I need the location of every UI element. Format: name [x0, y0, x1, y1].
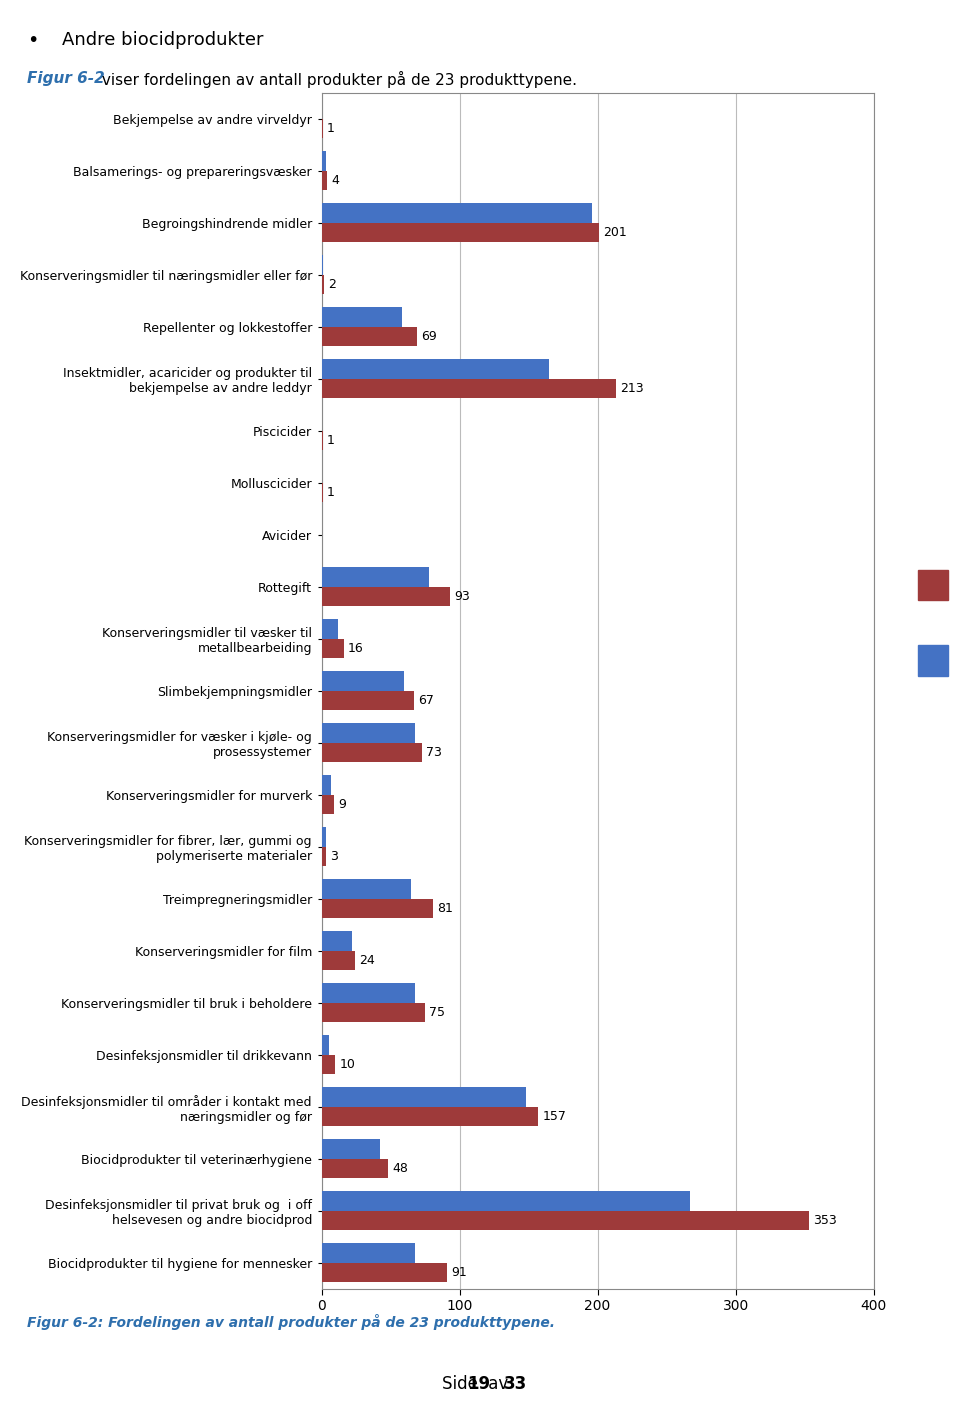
Bar [322, 1243, 416, 1263]
Bar [322, 1139, 379, 1159]
Bar [322, 795, 334, 815]
Text: 75: 75 [429, 1007, 445, 1020]
Bar [322, 202, 592, 222]
Text: av: av [483, 1374, 514, 1393]
Bar [322, 691, 414, 711]
Text: 48: 48 [392, 1162, 408, 1175]
Text: 33: 33 [504, 1374, 527, 1393]
Bar [322, 171, 327, 191]
Bar [322, 775, 331, 795]
Bar [322, 743, 422, 762]
Bar [322, 1106, 539, 1126]
Bar [322, 430, 323, 450]
Legend: 2010, 2009: 2010, 2009 [908, 560, 960, 685]
Text: 213: 213 [620, 382, 643, 394]
Text: 2: 2 [328, 278, 336, 290]
Bar [322, 1035, 328, 1055]
Bar [322, 951, 355, 970]
Text: 67: 67 [419, 693, 434, 708]
Bar [322, 847, 325, 866]
Text: 73: 73 [426, 746, 443, 759]
Bar [322, 567, 429, 587]
Bar [322, 671, 404, 691]
Text: 81: 81 [438, 901, 453, 916]
Bar [322, 638, 344, 658]
Text: Side: Side [442, 1374, 483, 1393]
Bar [322, 1087, 526, 1106]
Bar [322, 379, 615, 399]
Bar [322, 1002, 425, 1022]
Text: Figur 6-2: Figur 6-2 [27, 71, 105, 87]
Bar [322, 983, 416, 1002]
Bar [322, 151, 325, 171]
Bar [322, 899, 433, 918]
Text: 1: 1 [327, 434, 335, 447]
Bar [322, 931, 352, 951]
Bar [322, 827, 325, 847]
Text: 9: 9 [338, 797, 346, 812]
Text: Figur 6-2: Fordelingen av antall produkter på de 23 produkttypene.: Figur 6-2: Fordelingen av antall produkt… [27, 1314, 555, 1330]
Bar [322, 1055, 335, 1075]
Text: 93: 93 [454, 590, 469, 602]
Text: 1: 1 [327, 486, 335, 498]
Text: •: • [27, 31, 38, 50]
Text: 353: 353 [813, 1215, 836, 1227]
Bar [322, 326, 417, 346]
Text: 19: 19 [468, 1374, 491, 1393]
Bar [322, 275, 324, 295]
Bar [322, 619, 338, 638]
Text: 69: 69 [420, 330, 437, 343]
Bar [322, 1263, 447, 1283]
Text: 16: 16 [348, 642, 364, 655]
Text: 10: 10 [340, 1058, 355, 1071]
Text: 91: 91 [451, 1266, 468, 1279]
Text: 1: 1 [327, 122, 335, 135]
Bar [322, 1159, 388, 1179]
Bar [322, 359, 549, 379]
Bar [322, 879, 411, 899]
Bar [322, 255, 323, 275]
Bar [322, 587, 450, 607]
Text: 4: 4 [331, 174, 339, 187]
Text: 157: 157 [542, 1111, 566, 1124]
Text: 201: 201 [603, 226, 627, 239]
Text: viser fordelingen av antall produkter på de 23 produkttypene.: viser fordelingen av antall produkter på… [97, 71, 577, 88]
Text: 3: 3 [330, 850, 338, 863]
Bar [322, 483, 323, 503]
Bar [322, 723, 416, 743]
Bar [322, 1190, 690, 1210]
Bar [322, 118, 323, 138]
Bar [322, 222, 599, 242]
Bar [322, 306, 401, 326]
Bar [322, 1210, 808, 1230]
Text: 24: 24 [359, 954, 374, 967]
Text: Andre biocidprodukter: Andre biocidprodukter [62, 31, 264, 50]
